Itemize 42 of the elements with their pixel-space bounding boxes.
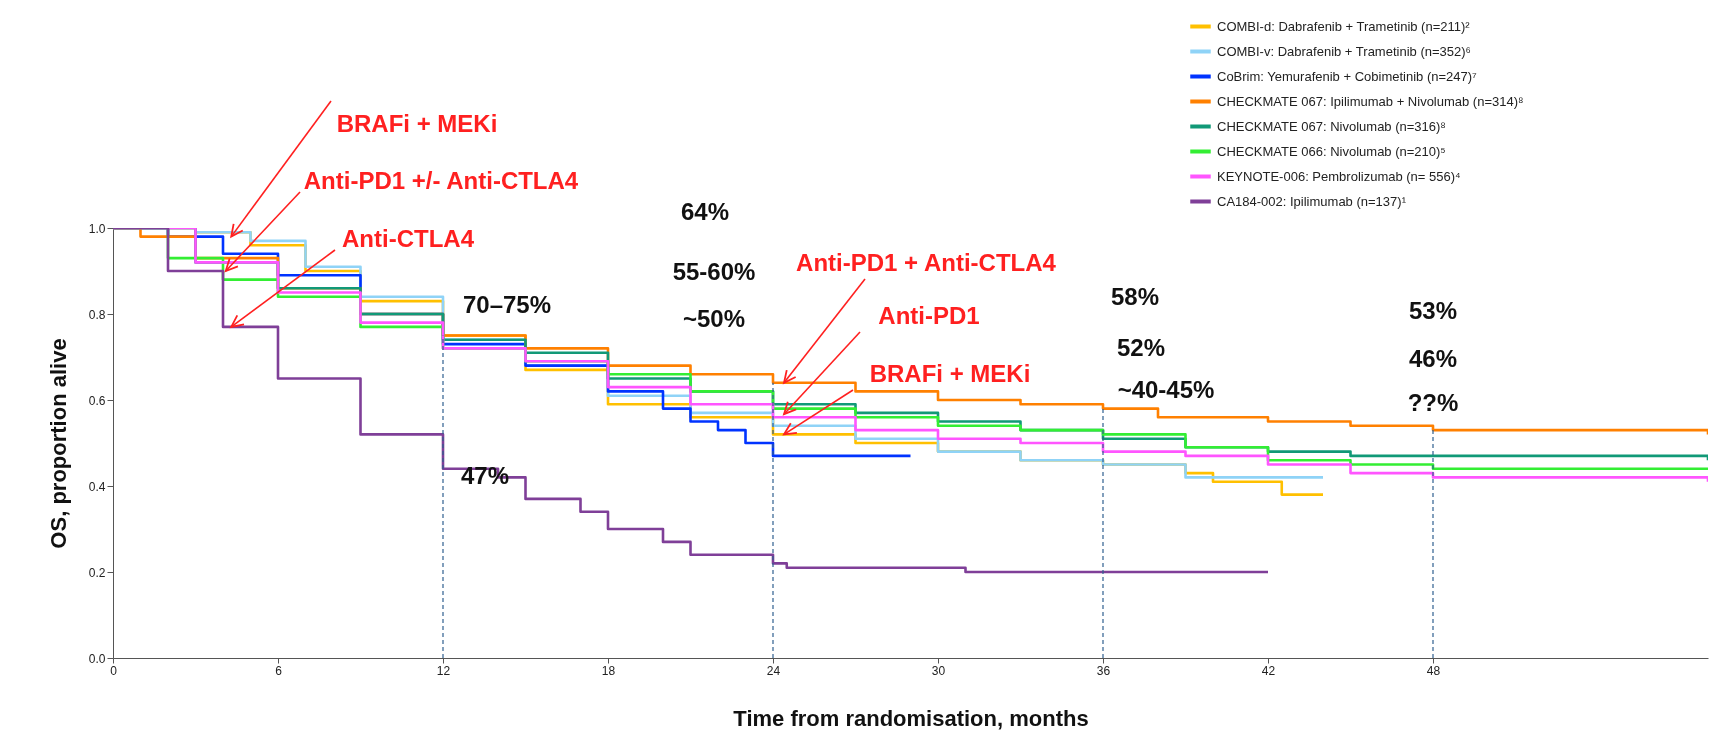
annotation: 55-60%: [672, 258, 756, 285]
annotation: BRAFi + MEKi: [336, 110, 498, 137]
annotation: 47%: [460, 462, 510, 489]
legend-label: KEYNOTE-006: Pembrolizumab (n= 556)⁴: [1217, 168, 1461, 184]
text: 64%: [680, 198, 730, 225]
x-tick-label: 6: [275, 663, 283, 678]
y-tick-label: 0.4: [88, 479, 106, 494]
legend-label: CHECKMATE 066: Nivolumab (n=210)⁵: [1217, 143, 1446, 159]
x-tick-label: 48: [1426, 663, 1441, 678]
x-tick-label: 12: [436, 663, 451, 678]
x-axis-title: Time from randomisation, months: [733, 705, 1089, 731]
x-tick-label: 42: [1261, 663, 1276, 678]
x-tick-label: 18: [601, 663, 616, 678]
annotation: Anti-CTLA4: [342, 225, 475, 252]
x-tick-label: 30: [931, 663, 946, 678]
annotation: BRAFi + MEKi: [869, 360, 1031, 387]
annotation: Anti-PD1: [878, 302, 980, 329]
x-tick-label: 24: [766, 663, 781, 678]
legend-label: COMBI-d: Dabrafenib + Trametinib (n=211)²: [1217, 18, 1471, 34]
legend-label: CA184-002: Ipilimumab (n=137)¹: [1217, 193, 1407, 209]
y-tick-label: 0.0: [88, 651, 106, 666]
annotation: Anti-PD1 +/- Anti-CTLA4: [303, 167, 579, 194]
y-tick-label: 0.6: [88, 393, 106, 408]
annotation: 58%: [1110, 283, 1160, 310]
annotation: ~50%: [682, 305, 746, 332]
annotation: 52%: [1116, 334, 1166, 361]
annotation: 46%: [1408, 345, 1458, 372]
y-tick-label: 0.8: [88, 307, 106, 322]
annotation: 70–75%: [462, 291, 552, 318]
x-tick-label: 0: [110, 663, 118, 678]
legend-label: CHECKMATE 067: Nivolumab (n=316)⁸: [1217, 118, 1446, 134]
legend-label: CoBrim: Yemurafenib + Cobimetinib (n=247)⁷: [1217, 68, 1478, 84]
annotation: ~40-45%: [1117, 376, 1215, 403]
annotation: ??%: [1407, 389, 1459, 416]
annotation: 53%: [1408, 297, 1458, 324]
x-tick-label: 36: [1096, 663, 1111, 678]
y-tick-label: 0.2: [88, 565, 106, 580]
y-tick-label: 1.0: [88, 221, 106, 236]
legend-label: COMBI-v: Dabrafenib + Trametinib (n=352)⁶: [1217, 43, 1471, 59]
legend-label: CHECKMATE 067: Ipilimumab + Nivolumab (n=314)⁸: [1217, 93, 1524, 109]
y-axis-title: OS, proportion alive: [45, 338, 71, 549]
annotation: Anti-PD1 + Anti-CTLA4: [796, 249, 1057, 276]
